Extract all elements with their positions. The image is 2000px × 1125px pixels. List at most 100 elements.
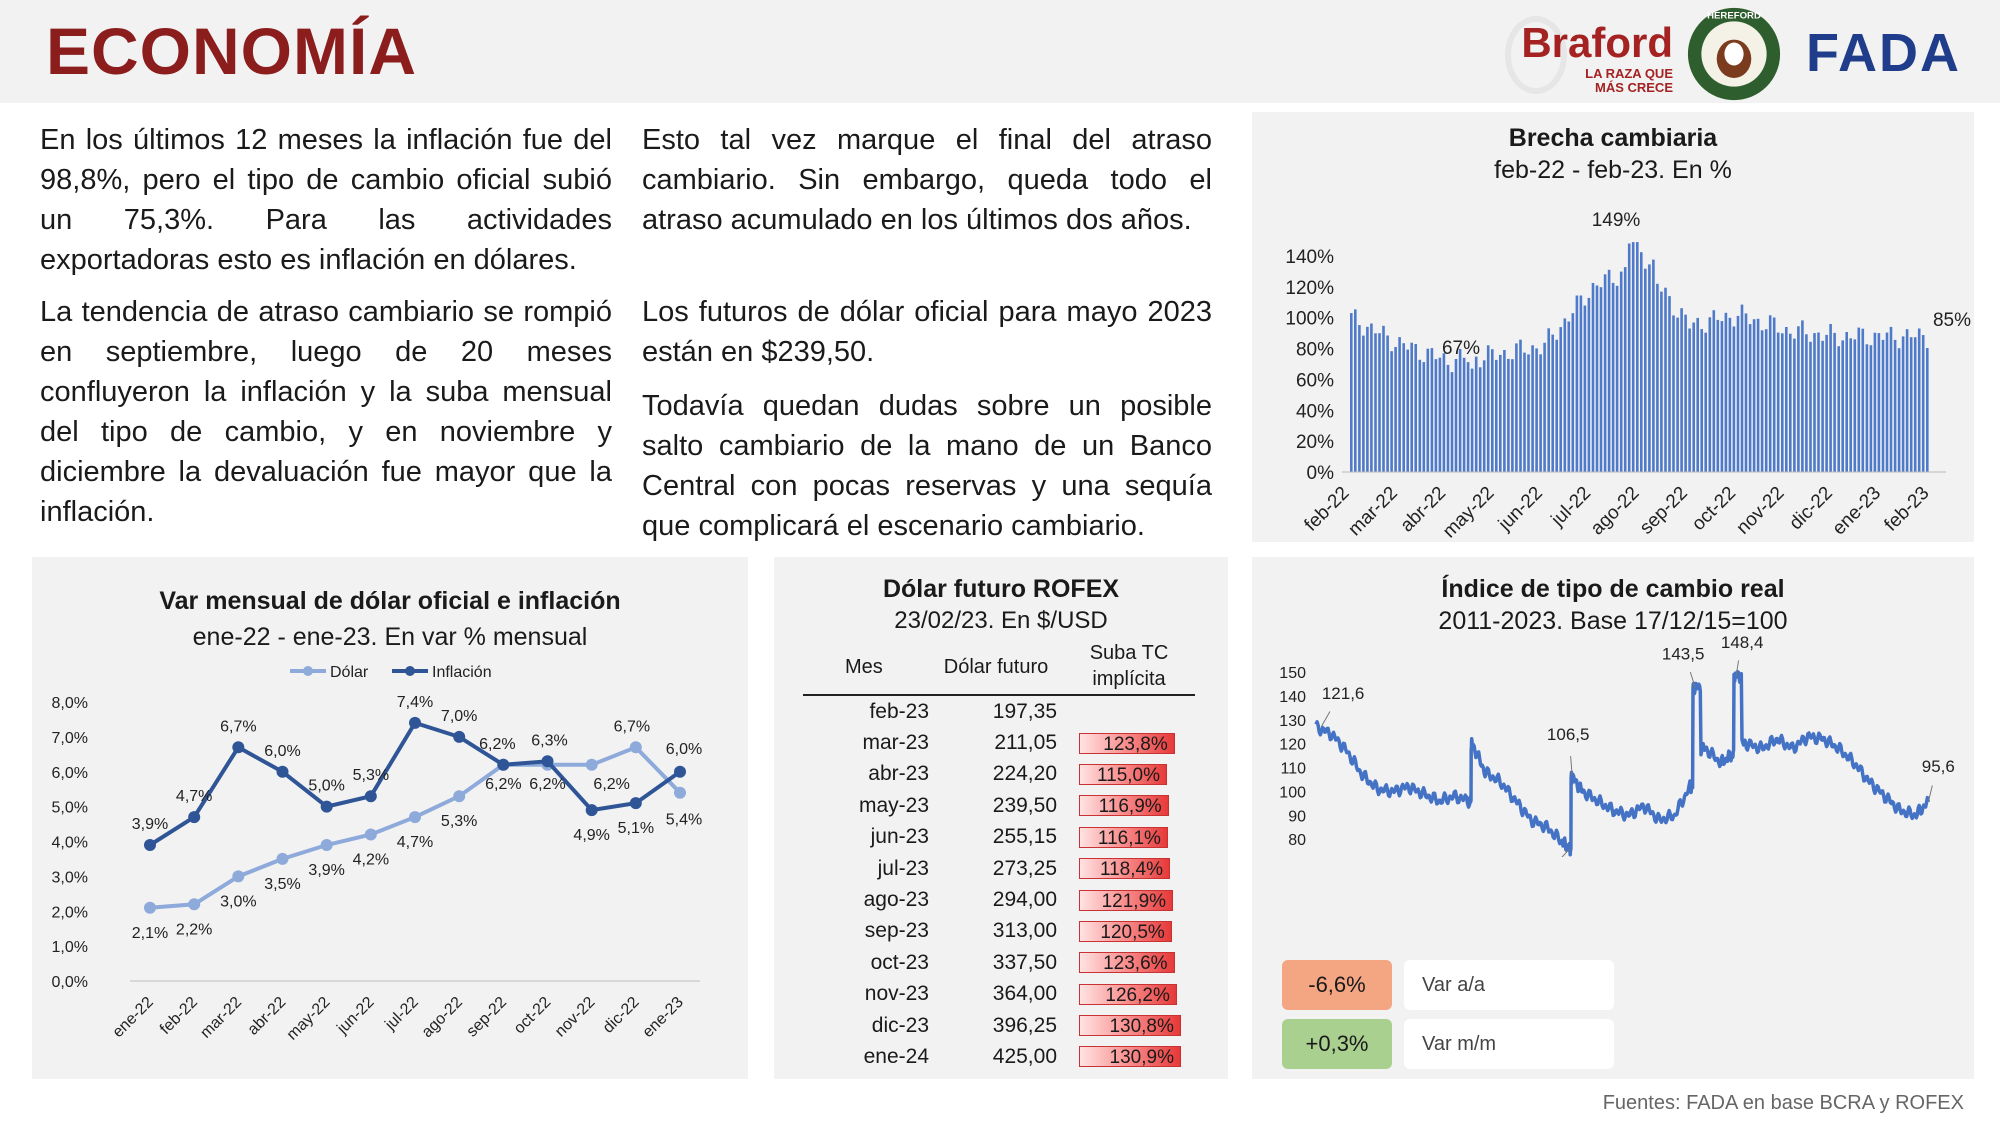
var-x-tick: feb-22	[157, 994, 201, 1038]
brecha-bar	[1394, 347, 1397, 472]
rofex-cell-suba: 123,6%	[1063, 947, 1195, 978]
var-x-tick: jul-22	[381, 994, 421, 1034]
itcr-annotation-label: 106,5	[1547, 725, 1590, 744]
brecha-bar	[1909, 337, 1913, 472]
brecha-bar	[1841, 340, 1844, 472]
var-dolar-data-label: 6,7%	[614, 718, 650, 735]
brecha-bar	[1491, 349, 1494, 472]
brecha-bar	[1527, 354, 1530, 472]
var-mensual-chart-title: Var mensual de dólar oficial e inflación	[159, 587, 621, 615]
brecha-bar	[1591, 283, 1595, 472]
rofex-cell-mes: nov-23	[864, 982, 929, 1006]
var-x-tick: ene-22	[110, 994, 157, 1041]
rofex-suba-bar: 123,8%	[1079, 732, 1175, 755]
brecha-bar	[1809, 341, 1812, 472]
brecha-bar	[1748, 324, 1752, 472]
var-mensual-chart-panel: Var mensual de dólar oficial e inflación…	[32, 557, 748, 1079]
brecha-bar	[1366, 326, 1369, 472]
brecha-bar	[1869, 345, 1873, 472]
svg-text:HEREFORD: HEREFORD	[1707, 10, 1761, 21]
brecha-bar	[1636, 242, 1639, 472]
var-dolar-data-label: 2,1%	[132, 925, 168, 942]
var-y-tick: 8,0%	[52, 695, 88, 712]
rofex-cell-mes: sep-23	[864, 919, 929, 943]
rofex-suba-bar: 115,0%	[1079, 763, 1167, 786]
var-series-point	[585, 804, 598, 817]
rofex-cell-mes: feb-23	[869, 699, 929, 723]
fada-logo: FADA	[1806, 23, 1961, 83]
var-mensual-chart-subtitle: ene-22 - ene-23. En var % mensual	[192, 623, 588, 651]
braford-ring-icon	[1505, 16, 1567, 94]
brecha-bar	[1478, 367, 1482, 472]
brecha-bar	[1704, 332, 1707, 472]
brecha-x-tick: jun-22	[1494, 483, 1547, 536]
itcr-chart: 60708090100110120130140150abr-11abr-12ab…	[1279, 633, 1955, 857]
var-inflacion-data-label: 7,0%	[441, 708, 477, 725]
rofex-col-mes: Mes	[845, 656, 883, 678]
var-inflacion-data-label: 4,7%	[176, 788, 212, 805]
var-legend-label: Inflación	[432, 664, 492, 681]
itcr-series-line	[1314, 669, 1931, 857]
brecha-bar	[1825, 334, 1828, 472]
brecha-bar	[1913, 337, 1917, 472]
itcr-chart-panel: Índice de tipo de cambio real 2011-2023.…	[1252, 557, 1974, 1079]
brecha-annotation-max: 149%	[1592, 210, 1641, 231]
rofex-cell-futuro: 255,15	[992, 825, 1057, 849]
brecha-bar	[1720, 321, 1724, 472]
rofex-table-row: feb-23 197,35	[803, 695, 1195, 727]
brecha-bar	[1893, 339, 1897, 472]
brecha-bar	[1921, 335, 1925, 472]
brecha-bar	[1853, 339, 1857, 472]
rofex-table-row: jul-23 273,25 118,4%	[803, 853, 1195, 884]
brecha-bar	[1648, 264, 1651, 472]
rofex-cell-mes: mar-23	[862, 731, 929, 755]
brecha-chart-subtitle: feb-22 - feb-23. En %	[1494, 156, 1732, 184]
itcr-y-tick: 150	[1279, 665, 1306, 682]
brecha-chart-title: Brecha cambiaria	[1508, 124, 1718, 152]
var-inflacion-data-label: 5,3%	[353, 767, 389, 784]
brecha-bar	[1793, 338, 1796, 472]
itcr-y-tick: 90	[1288, 808, 1306, 825]
var-dolar-data-label: 2,2%	[176, 921, 212, 938]
paragraph-right-1: Esto tal vez marque el final del atraso …	[642, 124, 1212, 236]
rofex-cell-futuro: 313,00	[992, 919, 1057, 943]
brecha-bar	[1607, 269, 1611, 472]
rofex-cell-mes: jun-23	[870, 825, 929, 849]
braford-logo-tagline: LA RAZA QUE MÁS CRECE	[1585, 66, 1673, 95]
brecha-chart: 0%20%40%60%80%100%120%140%feb-22mar-22ab…	[1285, 210, 1971, 542]
hereford-seal-icon: HEREFORD	[1687, 7, 1781, 101]
var-series-point	[674, 765, 686, 778]
var-y-tick: 2,0%	[52, 904, 88, 921]
brecha-bar	[1515, 343, 1518, 472]
var-y-tick: 6,0%	[52, 765, 88, 782]
rofex-cell-mes: jul-23	[877, 856, 929, 880]
brecha-bar	[1652, 259, 1655, 472]
brecha-bar	[1438, 357, 1442, 472]
rofex-cell-suba: 116,1%	[1063, 822, 1195, 853]
itcr-annotation-leader	[1320, 711, 1331, 728]
brecha-bar	[1857, 327, 1861, 472]
rofex-table-row: abr-23 224,20 115,0%	[803, 759, 1195, 790]
var-dolar-data-label: 5,3%	[441, 813, 477, 830]
rofex-cell-suba: 118,4%	[1063, 853, 1195, 884]
brecha-bar	[1615, 285, 1619, 472]
var-dolar-data-label: 3,5%	[264, 876, 300, 893]
var-mensual-chart: 0,0% 1,0% 2,0% 3,0% 4,0% 5,0% 6,0% 7,0% 8,0% ene-…	[52, 664, 703, 1044]
brecha-bar	[1700, 329, 1703, 472]
brecha-x-tick: ago-22	[1587, 483, 1644, 540]
brecha-bar	[1507, 358, 1510, 472]
var-legend-marker	[405, 666, 415, 676]
var-series-point	[144, 901, 156, 914]
var-dolar-data-label: 3,0%	[220, 893, 256, 910]
brecha-bar	[1503, 350, 1506, 472]
brecha-bar	[1708, 317, 1712, 472]
rofex-table-row: ene-24 425,00 130,9%	[803, 1041, 1195, 1072]
brecha-x-tick: sep-22	[1636, 483, 1692, 539]
brecha-bar	[1499, 354, 1502, 472]
var-series-point	[188, 898, 201, 911]
brecha-bar	[1837, 346, 1840, 472]
brecha-bar	[1563, 318, 1567, 472]
brecha-bar	[1378, 333, 1381, 472]
var-y-tick: 4,0%	[52, 835, 88, 852]
brecha-bar	[1797, 326, 1800, 472]
